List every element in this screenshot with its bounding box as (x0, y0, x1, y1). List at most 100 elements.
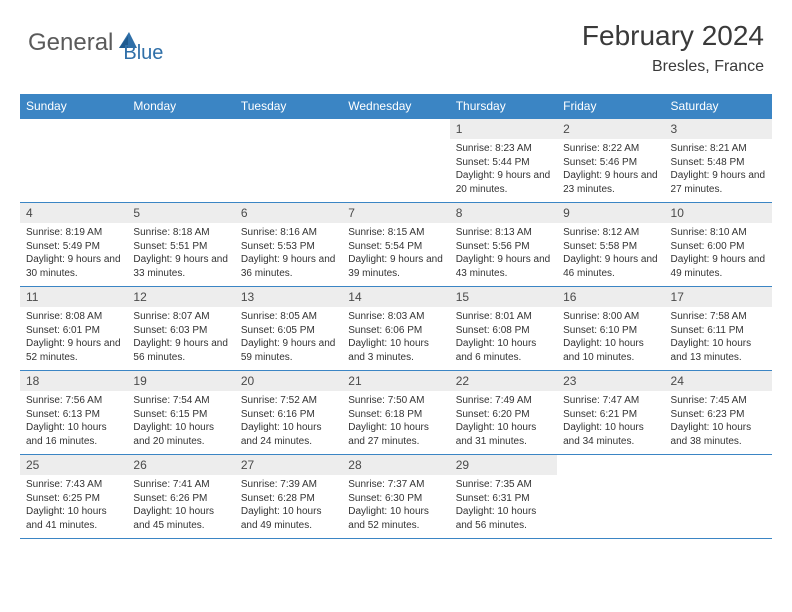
day-number: 14 (342, 287, 449, 307)
calendar-day-cell (235, 119, 342, 203)
daylight-line: Daylight: 10 hours and 41 minutes. (26, 505, 121, 532)
day-details: Sunrise: 7:54 AMSunset: 6:15 PMDaylight:… (127, 391, 234, 454)
day-details: Sunrise: 8:23 AMSunset: 5:44 PMDaylight:… (450, 139, 557, 202)
sunset-line: Sunset: 6:15 PM (133, 408, 228, 422)
calendar-day-cell: 6Sunrise: 8:16 AMSunset: 5:53 PMDaylight… (235, 203, 342, 287)
daylight-line: Daylight: 9 hours and 36 minutes. (241, 253, 336, 280)
calendar-day-cell: 4Sunrise: 8:19 AMSunset: 5:49 PMDaylight… (20, 203, 127, 287)
day-number: 26 (127, 455, 234, 475)
calendar-day-cell: 3Sunrise: 8:21 AMSunset: 5:48 PMDaylight… (665, 119, 772, 203)
calendar-day-cell: 23Sunrise: 7:47 AMSunset: 6:21 PMDayligh… (557, 371, 664, 455)
daylight-line: Daylight: 9 hours and 43 minutes. (456, 253, 551, 280)
day-details: Sunrise: 7:47 AMSunset: 6:21 PMDaylight:… (557, 391, 664, 454)
sunset-line: Sunset: 6:18 PM (348, 408, 443, 422)
sunrise-line: Sunrise: 8:16 AM (241, 226, 336, 240)
day-number: 17 (665, 287, 772, 307)
day-number: 23 (557, 371, 664, 391)
header: General Blue February 2024 Bresles, Fran… (0, 0, 792, 86)
dow-sunday: Sunday (20, 94, 127, 119)
month-title: February 2024 (582, 20, 764, 52)
day-number: 12 (127, 287, 234, 307)
sunrise-line: Sunrise: 8:13 AM (456, 226, 551, 240)
sunset-line: Sunset: 5:49 PM (26, 240, 121, 254)
day-details: Sunrise: 7:49 AMSunset: 6:20 PMDaylight:… (450, 391, 557, 454)
title-block: February 2024 Bresles, France (582, 20, 764, 76)
day-number: 1 (450, 119, 557, 139)
sunrise-line: Sunrise: 8:08 AM (26, 310, 121, 324)
sunrise-line: Sunrise: 7:58 AM (671, 310, 766, 324)
daylight-line: Daylight: 9 hours and 59 minutes. (241, 337, 336, 364)
calendar-day-cell (557, 455, 664, 539)
day-of-week-row: Sunday Monday Tuesday Wednesday Thursday… (20, 94, 772, 119)
sunset-line: Sunset: 6:16 PM (241, 408, 336, 422)
day-number: 24 (665, 371, 772, 391)
sunset-line: Sunset: 6:23 PM (671, 408, 766, 422)
daylight-line: Daylight: 10 hours and 16 minutes. (26, 421, 121, 448)
day-details: Sunrise: 7:39 AMSunset: 6:28 PMDaylight:… (235, 475, 342, 538)
calendar-table: Sunday Monday Tuesday Wednesday Thursday… (20, 94, 772, 539)
daylight-line: Daylight: 10 hours and 49 minutes. (241, 505, 336, 532)
day-number: 22 (450, 371, 557, 391)
day-number: 15 (450, 287, 557, 307)
daylight-line: Daylight: 9 hours and 46 minutes. (563, 253, 658, 280)
logo-text-blue: Blue (123, 42, 163, 65)
sunrise-line: Sunrise: 7:47 AM (563, 394, 658, 408)
calendar-day-cell: 22Sunrise: 7:49 AMSunset: 6:20 PMDayligh… (450, 371, 557, 455)
dow-monday: Monday (127, 94, 234, 119)
day-number: 9 (557, 203, 664, 223)
dow-friday: Friday (557, 94, 664, 119)
day-details: Sunrise: 7:43 AMSunset: 6:25 PMDaylight:… (20, 475, 127, 538)
logo: General Blue (28, 20, 163, 65)
daylight-line: Daylight: 9 hours and 52 minutes. (26, 337, 121, 364)
sunrise-line: Sunrise: 8:19 AM (26, 226, 121, 240)
sunrise-line: Sunrise: 7:35 AM (456, 478, 551, 492)
sunrise-line: Sunrise: 8:03 AM (348, 310, 443, 324)
daylight-line: Daylight: 10 hours and 56 minutes. (456, 505, 551, 532)
day-details: Sunrise: 7:45 AMSunset: 6:23 PMDaylight:… (665, 391, 772, 454)
sunset-line: Sunset: 6:20 PM (456, 408, 551, 422)
calendar-week-row: 25Sunrise: 7:43 AMSunset: 6:25 PMDayligh… (20, 455, 772, 539)
sunset-line: Sunset: 5:54 PM (348, 240, 443, 254)
sunset-line: Sunset: 6:03 PM (133, 324, 228, 338)
day-details: Sunrise: 7:56 AMSunset: 6:13 PMDaylight:… (20, 391, 127, 454)
day-number: 20 (235, 371, 342, 391)
sunset-line: Sunset: 5:58 PM (563, 240, 658, 254)
calendar-week-row: 1Sunrise: 8:23 AMSunset: 5:44 PMDaylight… (20, 119, 772, 203)
sunset-line: Sunset: 6:26 PM (133, 492, 228, 506)
day-details: Sunrise: 7:52 AMSunset: 6:16 PMDaylight:… (235, 391, 342, 454)
dow-saturday: Saturday (665, 94, 772, 119)
dow-thursday: Thursday (450, 94, 557, 119)
calendar-day-cell (342, 119, 449, 203)
sunrise-line: Sunrise: 7:41 AM (133, 478, 228, 492)
sunrise-line: Sunrise: 7:49 AM (456, 394, 551, 408)
calendar-day-cell: 10Sunrise: 8:10 AMSunset: 6:00 PMDayligh… (665, 203, 772, 287)
calendar-day-cell: 15Sunrise: 8:01 AMSunset: 6:08 PMDayligh… (450, 287, 557, 371)
day-details: Sunrise: 8:13 AMSunset: 5:56 PMDaylight:… (450, 223, 557, 286)
sunrise-line: Sunrise: 8:07 AM (133, 310, 228, 324)
sunset-line: Sunset: 6:21 PM (563, 408, 658, 422)
day-number: 19 (127, 371, 234, 391)
sunrise-line: Sunrise: 7:54 AM (133, 394, 228, 408)
daylight-line: Daylight: 9 hours and 27 minutes. (671, 169, 766, 196)
calendar-day-cell: 14Sunrise: 8:03 AMSunset: 6:06 PMDayligh… (342, 287, 449, 371)
daylight-line: Daylight: 10 hours and 20 minutes. (133, 421, 228, 448)
sunrise-line: Sunrise: 8:05 AM (241, 310, 336, 324)
day-number: 27 (235, 455, 342, 475)
day-number: 7 (342, 203, 449, 223)
sunrise-line: Sunrise: 7:45 AM (671, 394, 766, 408)
sunrise-line: Sunrise: 8:23 AM (456, 142, 551, 156)
sunrise-line: Sunrise: 8:01 AM (456, 310, 551, 324)
calendar-day-cell: 18Sunrise: 7:56 AMSunset: 6:13 PMDayligh… (20, 371, 127, 455)
daylight-line: Daylight: 10 hours and 6 minutes. (456, 337, 551, 364)
calendar-day-cell: 7Sunrise: 8:15 AMSunset: 5:54 PMDaylight… (342, 203, 449, 287)
calendar-day-cell (20, 119, 127, 203)
calendar-day-cell: 21Sunrise: 7:50 AMSunset: 6:18 PMDayligh… (342, 371, 449, 455)
calendar-day-cell: 16Sunrise: 8:00 AMSunset: 6:10 PMDayligh… (557, 287, 664, 371)
sunset-line: Sunset: 6:13 PM (26, 408, 121, 422)
day-number: 5 (127, 203, 234, 223)
sunset-line: Sunset: 5:53 PM (241, 240, 336, 254)
daylight-line: Daylight: 9 hours and 23 minutes. (563, 169, 658, 196)
daylight-line: Daylight: 10 hours and 52 minutes. (348, 505, 443, 532)
calendar-day-cell: 27Sunrise: 7:39 AMSunset: 6:28 PMDayligh… (235, 455, 342, 539)
day-details: Sunrise: 8:15 AMSunset: 5:54 PMDaylight:… (342, 223, 449, 286)
